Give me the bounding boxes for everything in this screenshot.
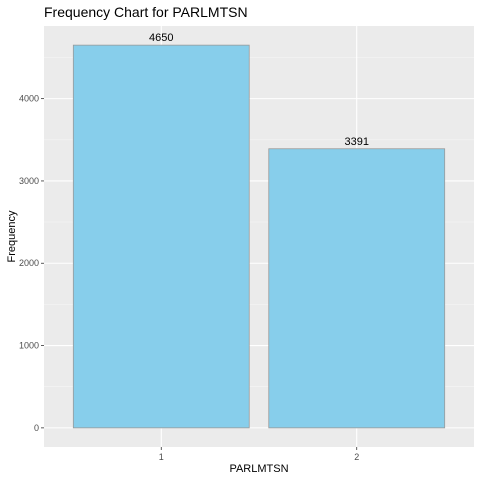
x-tick-label: 2 — [354, 452, 359, 462]
x-tick-label: 1 — [159, 452, 164, 462]
y-axis-title: Frequency — [6, 210, 18, 262]
data-label-2: 3391 — [344, 136, 368, 148]
bar-1 — [72, 44, 250, 429]
x-axis-title: PARLMTSN — [229, 463, 288, 475]
y-tick-label: 0 — [34, 423, 39, 433]
bar-2 — [268, 148, 446, 429]
y-axis: 0 1000 2000 3000 4000 — [19, 94, 44, 433]
y-tick-label: 3000 — [19, 176, 39, 186]
y-tick-label: 2000 — [19, 258, 39, 268]
data-labels: 4650 3391 — [149, 32, 369, 148]
y-tick-label: 1000 — [19, 341, 39, 351]
data-label-1: 4650 — [149, 32, 173, 44]
bars — [72, 44, 446, 429]
chart-title: Frequency Chart for PARLMTSN — [44, 4, 248, 20]
y-tick-label: 4000 — [19, 94, 39, 104]
